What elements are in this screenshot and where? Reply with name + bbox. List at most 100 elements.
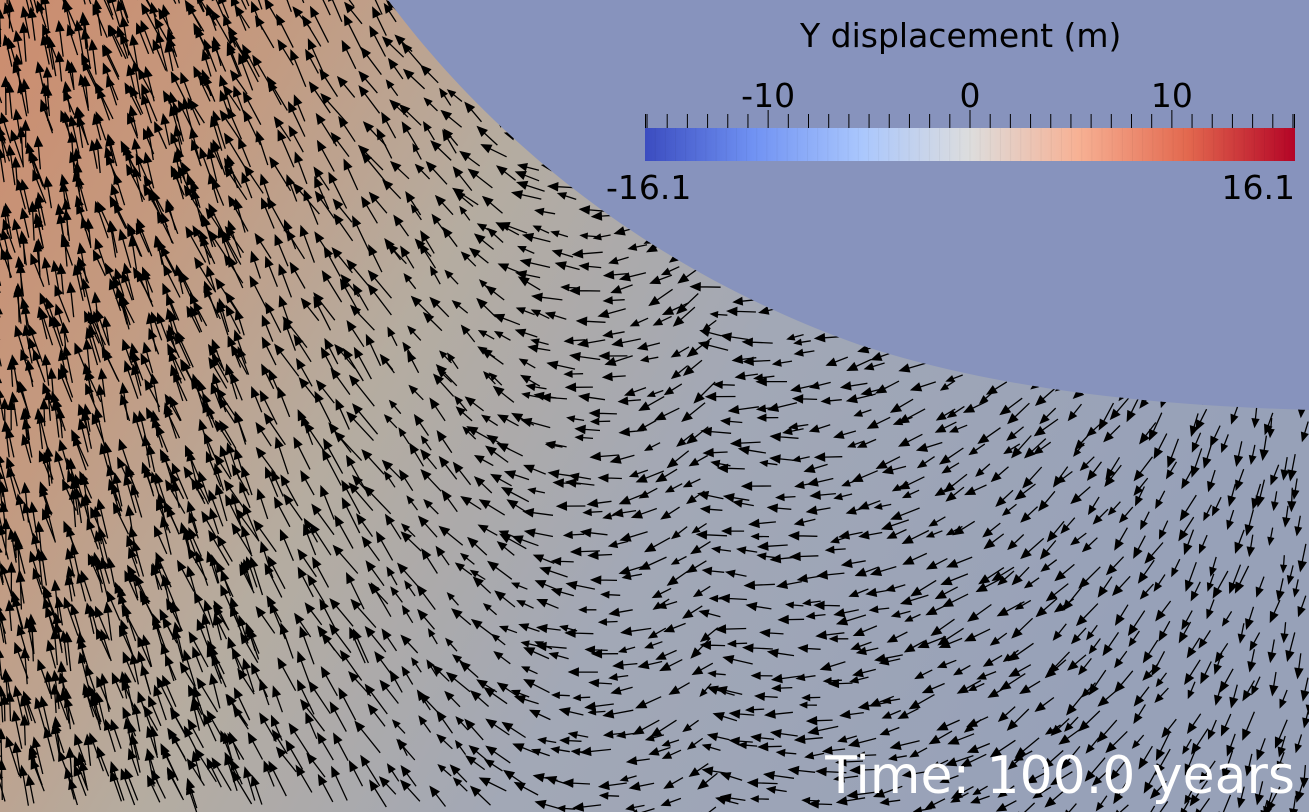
displacement-arrow [275, 746, 297, 773]
displacement-arrow [745, 601, 772, 612]
displacement-arrow [303, 523, 317, 556]
displacement-arrow [488, 372, 503, 386]
displacement-arrow [1032, 786, 1052, 799]
displacement-arrow [211, 0, 225, 18]
displacement-arrow [254, 15, 275, 49]
displacement-arrow [892, 416, 913, 426]
displacement-arrow [962, 400, 988, 413]
displacement-arrow [1142, 663, 1159, 681]
displacement-arrow [572, 802, 602, 812]
displacement-arrow [178, 269, 191, 297]
displacement-arrow [1133, 456, 1154, 482]
displacement-arrow [473, 454, 494, 467]
displacement-arrow [96, 383, 106, 423]
displacement-arrow [309, 522, 332, 556]
displacement-arrow [608, 673, 629, 681]
displacement-arrow [322, 448, 342, 486]
displacement-arrow [269, 601, 286, 640]
displacement-arrow [840, 558, 866, 569]
displacement-arrow [857, 701, 888, 711]
displacement-arrow [0, 758, 7, 801]
displacement-arrow [1019, 680, 1041, 695]
displacement-arrow [712, 712, 738, 722]
displacement-arrow [77, 418, 89, 453]
displacement-arrow [755, 376, 787, 387]
displacement-arrow [476, 679, 498, 693]
displacement-arrow [777, 614, 805, 625]
displacement-arrow [743, 580, 775, 590]
displacement-arrow [548, 651, 569, 660]
displacement-arrow [185, 226, 207, 263]
displacement-arrow [516, 163, 540, 172]
displacement-arrow [30, 253, 45, 287]
colorbar-gradient [645, 128, 1295, 161]
displacement-arrow [249, 556, 264, 596]
displacement-arrow [1229, 684, 1239, 709]
displacement-arrow [208, 489, 224, 527]
displacement-arrow [341, 497, 361, 534]
displacement-arrow [813, 332, 841, 343]
displacement-arrow [165, 198, 177, 231]
displacement-arrow [664, 483, 683, 493]
displacement-arrow [323, 438, 344, 474]
displacement-arrow [737, 741, 758, 750]
displacement-arrow [106, 556, 116, 588]
displacement-arrow [1187, 681, 1196, 700]
displacement-arrow [396, 738, 416, 761]
displacement-arrow [833, 773, 859, 783]
displacement-arrow [858, 530, 883, 540]
displacement-arrow [400, 245, 415, 269]
displacement-arrow [793, 517, 816, 527]
displacement-arrow [438, 525, 464, 546]
displacement-arrow [1040, 559, 1058, 572]
displacement-arrow [786, 333, 804, 341]
displacement-arrow [261, 336, 277, 366]
displacement-arrow [766, 402, 798, 412]
displacement-arrow [935, 408, 956, 421]
displacement-arrow [441, 489, 458, 513]
displacement-arrow [468, 247, 489, 264]
displacement-arrow [795, 673, 816, 682]
displacement-arrow [420, 64, 439, 84]
displacement-arrow [34, 548, 45, 589]
displacement-arrow [266, 76, 288, 111]
displacement-arrow [220, 730, 232, 757]
displacement-arrow [1095, 795, 1108, 812]
displacement-arrow [330, 367, 351, 395]
colorbar[interactable] [645, 128, 1295, 161]
displacement-arrow [467, 168, 493, 189]
displacement-arrow [1103, 425, 1121, 443]
displacement-arrow [163, 500, 179, 532]
displacement-arrow [51, 716, 62, 756]
displacement-arrow [803, 463, 828, 474]
displacement-arrow [54, 450, 65, 481]
displacement-arrow [234, 411, 247, 445]
displacement-arrow [692, 585, 711, 598]
displacement-arrow [190, 305, 203, 333]
displacement-arrow [982, 654, 1003, 667]
displacement-arrow [1088, 669, 1107, 696]
displacement-arrow [701, 566, 725, 576]
displacement-arrow [1266, 417, 1275, 439]
displacement-arrow [86, 518, 99, 550]
displacement-arrow [963, 628, 991, 642]
displacement-arrow [833, 608, 859, 618]
displacement-arrow [154, 121, 168, 150]
displacement-arrow [1203, 504, 1212, 522]
displacement-arrow [122, 604, 137, 642]
displacement-arrow [666, 569, 690, 586]
displacement-arrow [151, 769, 166, 799]
displacement-arrow [358, 85, 381, 114]
displacement-arrow [1199, 760, 1216, 784]
displacement-arrow [1054, 563, 1075, 582]
displacement-arrow [716, 463, 745, 474]
displacement-arrow [367, 283, 392, 316]
displacement-arrow [0, 545, 4, 586]
displacement-arrow [689, 282, 721, 292]
displacement-arrow [726, 639, 748, 648]
displacement-arrow [1167, 438, 1180, 468]
displacement-arrow [686, 737, 704, 750]
displacement-arrow [205, 3, 217, 31]
displacement-arrow [16, 125, 27, 168]
